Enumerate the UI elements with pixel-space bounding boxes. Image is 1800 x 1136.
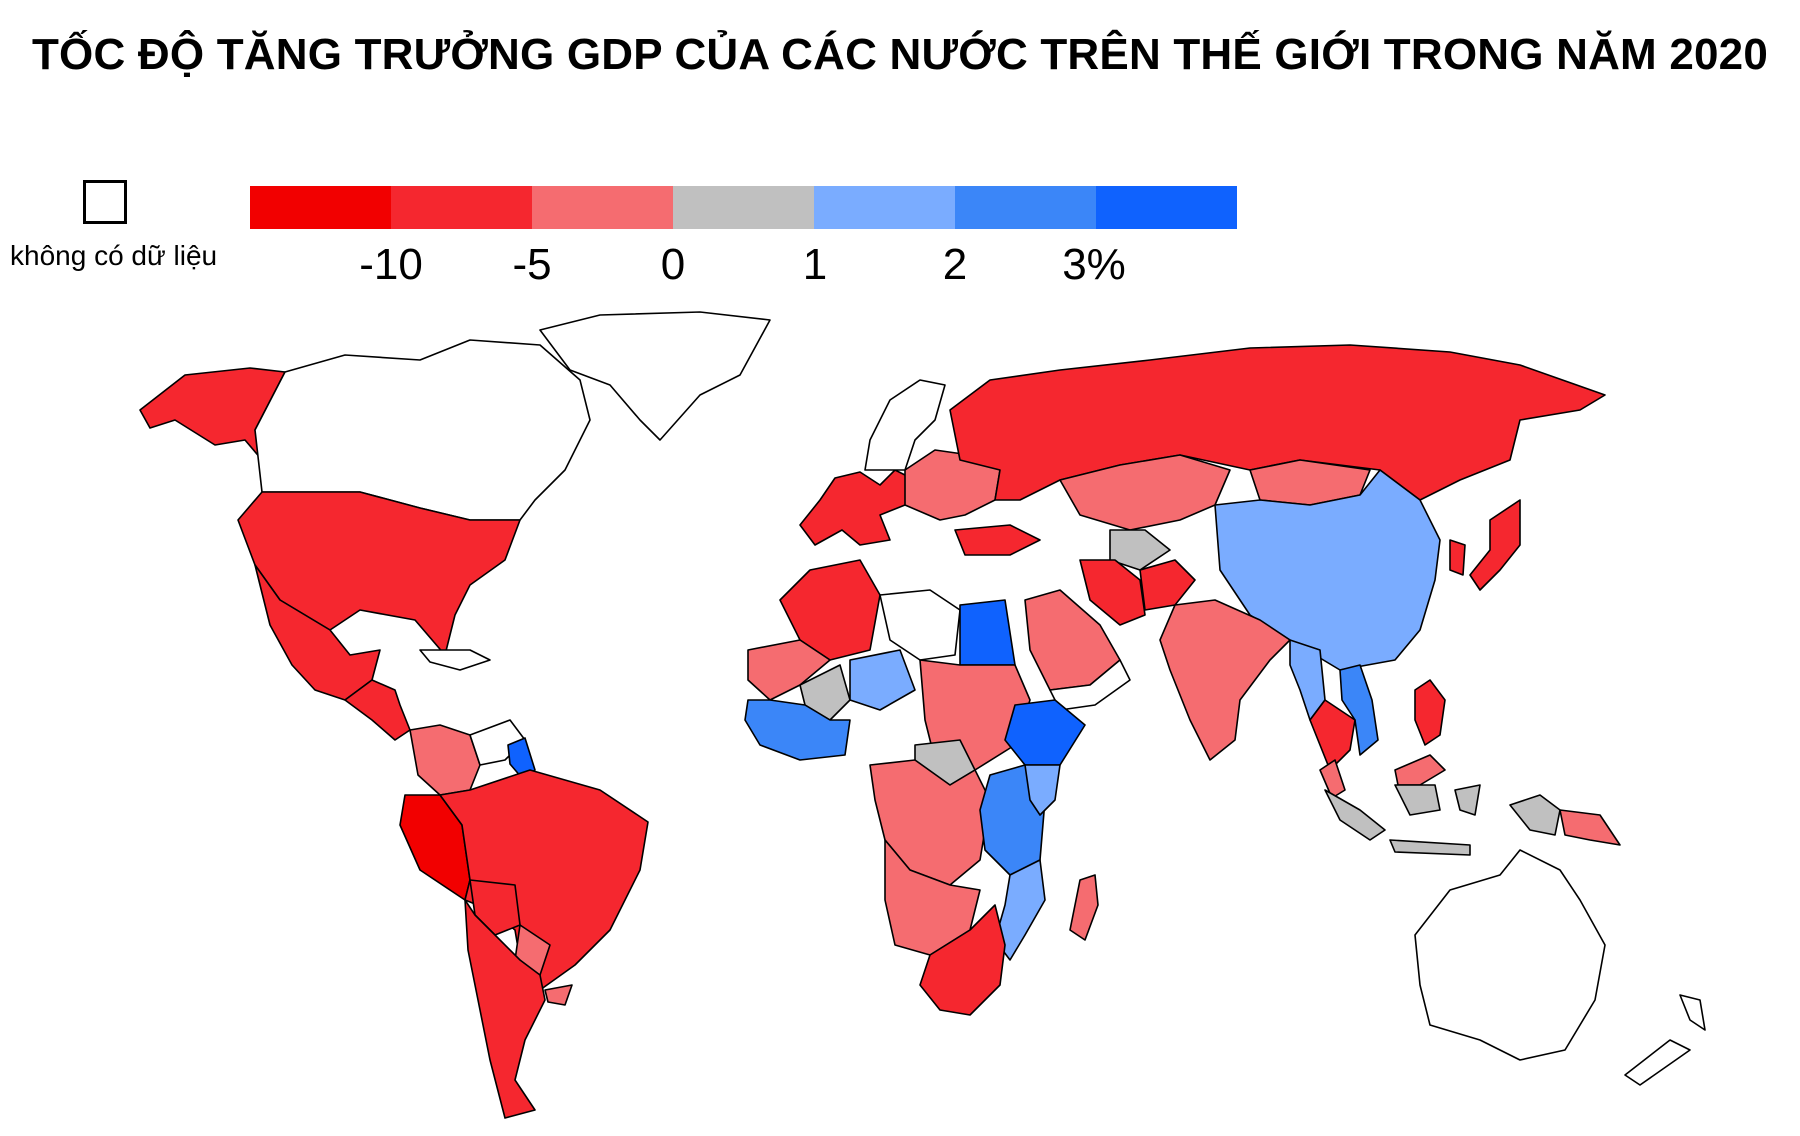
scale-swatch-2 xyxy=(532,186,673,229)
region-ethiopia xyxy=(1004,699,1086,766)
region-libya xyxy=(879,589,961,661)
region-thailand-cambodia xyxy=(1309,699,1356,771)
region-western-europe xyxy=(799,469,916,546)
scale-swatch-3 xyxy=(673,186,814,229)
no-data-label: không có dữ liệu xyxy=(10,240,218,271)
region-southern-africa xyxy=(919,904,1006,1016)
region-korea xyxy=(1449,539,1466,576)
region-uzbekistan xyxy=(1109,529,1171,571)
region-papua-new-guinea xyxy=(1559,809,1621,846)
region-greenland xyxy=(539,311,771,441)
scale-swatch-1 xyxy=(391,186,532,229)
region-afghanistan xyxy=(1139,559,1196,611)
region-congo-basin xyxy=(869,759,991,886)
scale-tick-0: -10 xyxy=(359,240,423,289)
region-bolivia xyxy=(469,879,521,936)
world-map xyxy=(139,311,1706,1119)
scale-tick-1: -5 xyxy=(512,240,552,289)
region-madagascar xyxy=(1069,874,1099,941)
scale-swatch-0 xyxy=(250,186,391,229)
region-iran xyxy=(1079,559,1146,626)
region-niger xyxy=(849,649,916,711)
scale-swatch-5 xyxy=(955,186,1096,229)
scale-swatch-6 xyxy=(1096,186,1237,229)
region-australia xyxy=(1414,849,1606,1061)
region-uruguay xyxy=(544,984,573,1006)
region-caribbean xyxy=(419,649,491,671)
region-vietnam xyxy=(1339,664,1379,756)
region-argentina-chile xyxy=(464,899,546,1119)
region-central-america xyxy=(344,679,411,741)
region-indonesia xyxy=(1324,784,1561,856)
region-malaysia xyxy=(1319,754,1446,799)
color-scale xyxy=(250,186,1237,229)
region-egypt xyxy=(959,599,1016,666)
scale-tick-5: 3% xyxy=(1062,240,1126,289)
scale-tick-3: 1 xyxy=(802,240,828,289)
no-data-swatch xyxy=(83,180,127,224)
chart-title: TỐC ĐỘ TĂNG TRƯỞNG GDP CỦA CÁC NƯỚC TRÊN… xyxy=(31,30,1769,79)
region-philippines xyxy=(1414,679,1446,746)
region-new-zealand xyxy=(1624,994,1706,1086)
region-kenya xyxy=(1024,764,1061,816)
region-mozambique xyxy=(994,859,1046,961)
region-colombia xyxy=(409,724,481,796)
region-mali xyxy=(799,664,851,721)
region-japan xyxy=(1469,499,1521,591)
region-west-africa xyxy=(744,699,851,761)
scale-tick-2: 0 xyxy=(660,240,686,289)
region-turkey xyxy=(954,524,1041,556)
scale-swatch-4 xyxy=(814,186,955,229)
scale-tick-4: 2 xyxy=(942,240,968,289)
region-scandinavia xyxy=(864,379,946,471)
region-india xyxy=(1159,599,1291,761)
